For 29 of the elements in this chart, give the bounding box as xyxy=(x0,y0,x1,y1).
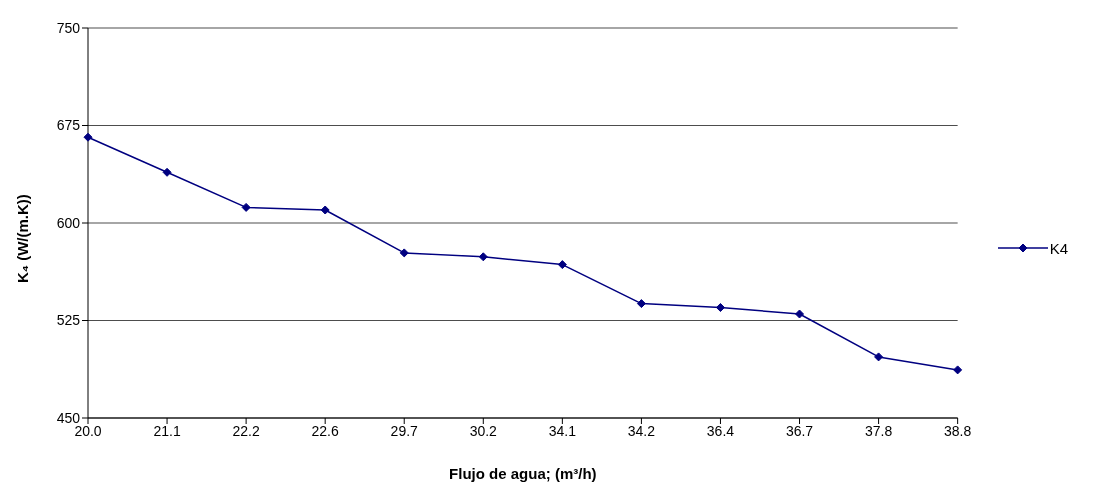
x-tick-label: 34.1 xyxy=(548,422,577,439)
point xyxy=(953,365,963,375)
y-tick-label: 600 xyxy=(56,214,81,231)
y-tick-label: 750 xyxy=(56,19,81,36)
point xyxy=(715,303,725,312)
x-tick-label: 22.2 xyxy=(232,422,260,439)
x-tick-label: 36.7 xyxy=(785,422,814,439)
y-axis-title: K₄ (W/(m.K)) xyxy=(14,194,32,283)
point xyxy=(636,299,646,309)
point xyxy=(795,309,805,319)
x-tick-label: 37.8 xyxy=(864,422,893,439)
point xyxy=(874,352,884,362)
x-tick-label: 21.1 xyxy=(153,422,181,439)
point xyxy=(557,260,567,270)
x-tick-label: 30.2 xyxy=(469,422,498,439)
x-tick-label: 29.7 xyxy=(390,422,419,439)
point xyxy=(241,202,251,212)
point xyxy=(478,252,488,262)
point xyxy=(399,248,409,258)
x-tick-label: 22.6 xyxy=(311,422,340,439)
x-tick-label: 38.8 xyxy=(944,422,972,439)
legend-label: K4 xyxy=(1049,239,1068,257)
point xyxy=(83,132,93,142)
point xyxy=(162,167,172,177)
x-tick-label: 36.4 xyxy=(706,422,735,439)
y-tick-label: 675 xyxy=(56,117,81,134)
x-axis-title: Flujo de agua; (m³/h) xyxy=(449,464,597,482)
x-tick-label: 34.2 xyxy=(627,422,656,439)
y-tick-label: 525 xyxy=(56,312,81,329)
